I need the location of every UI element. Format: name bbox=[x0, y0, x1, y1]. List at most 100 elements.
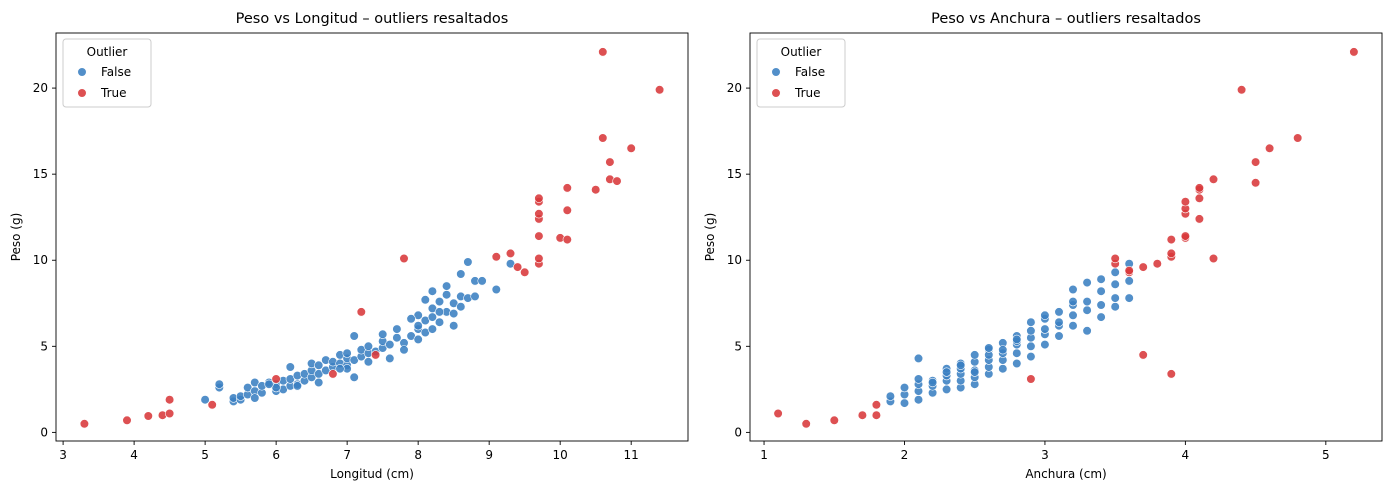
scatter-point bbox=[363, 341, 374, 351]
x-tick-label: 10 bbox=[553, 448, 568, 462]
x-tick-label: 7 bbox=[343, 448, 351, 462]
scatter-point bbox=[1110, 279, 1120, 289]
scatter-point bbox=[399, 253, 409, 264]
scatter-point bbox=[342, 348, 352, 358]
scatter-points bbox=[79, 47, 665, 429]
axes-frame bbox=[55, 32, 689, 442]
scatter-point bbox=[591, 185, 601, 195]
scatter-point bbox=[1012, 348, 1022, 358]
scatter-point bbox=[200, 395, 210, 405]
scatter-point bbox=[491, 284, 501, 295]
scatter-point bbox=[1026, 374, 1036, 384]
scatter-point bbox=[1264, 143, 1275, 153]
scatter-point bbox=[285, 362, 295, 372]
scatter-point bbox=[1124, 293, 1134, 303]
legend: Outlier False True bbox=[756, 38, 846, 108]
scatter-point bbox=[913, 353, 924, 364]
scatter-point bbox=[1040, 324, 1050, 334]
legend-label-true: True bbox=[794, 86, 821, 100]
scatter-point bbox=[264, 379, 274, 389]
scatter-point bbox=[356, 307, 366, 317]
scatter-point bbox=[1096, 300, 1106, 310]
scatter-point bbox=[927, 377, 938, 388]
scatter-point bbox=[413, 321, 423, 331]
scatter-point bbox=[520, 267, 530, 277]
scatter-point bbox=[165, 395, 175, 405]
scatter-point bbox=[1166, 369, 1176, 379]
y-axis-label: Peso (g) bbox=[9, 213, 23, 262]
scatter-point bbox=[1026, 317, 1036, 327]
scatter-point bbox=[1180, 231, 1190, 241]
scatter-point bbox=[1054, 317, 1064, 327]
scatter-point bbox=[1068, 297, 1078, 307]
legend-title: Outlier bbox=[87, 45, 128, 59]
scatter-point bbox=[1082, 297, 1092, 307]
chart-title: Peso vs Anchura – outliers resaltados bbox=[931, 11, 1201, 27]
scatter-point bbox=[654, 85, 665, 95]
scatter-point bbox=[970, 350, 980, 360]
scatter-point bbox=[399, 345, 409, 355]
scatter-point bbox=[1026, 341, 1036, 351]
scatter-point bbox=[413, 334, 423, 345]
legend-label-false: False bbox=[795, 65, 825, 79]
scatter-point bbox=[427, 286, 438, 296]
scatter-point bbox=[456, 302, 466, 312]
scatter-point bbox=[442, 290, 452, 300]
y-tick-label: 0 bbox=[734, 425, 742, 439]
scatter-point bbox=[534, 193, 544, 203]
scatter-point bbox=[534, 231, 544, 241]
scatter-point bbox=[477, 276, 487, 286]
scatter-point bbox=[1026, 326, 1036, 336]
scatter-point bbox=[1012, 334, 1022, 345]
x-tick-label: 9 bbox=[485, 448, 493, 462]
scatter-point bbox=[1194, 193, 1204, 203]
scatter-point bbox=[562, 183, 572, 193]
y-tick-label: 15 bbox=[33, 167, 48, 181]
scatter-point bbox=[1082, 326, 1092, 336]
scatter-point bbox=[956, 360, 966, 370]
scatter-point bbox=[314, 377, 324, 388]
scatter-point bbox=[998, 345, 1008, 355]
scatter-point bbox=[434, 297, 445, 307]
scatter-point bbox=[1110, 302, 1120, 312]
x-tick-label: 5 bbox=[201, 448, 209, 462]
scatter-point bbox=[1082, 278, 1092, 288]
scatter-point bbox=[984, 343, 994, 353]
scatter-point bbox=[456, 269, 466, 279]
scatter-point bbox=[427, 324, 438, 334]
scatter-point bbox=[420, 295, 430, 305]
x-tick-label: 6 bbox=[272, 448, 280, 462]
scatter-point bbox=[899, 398, 910, 408]
scatter-point bbox=[612, 176, 622, 186]
scatter-point bbox=[122, 415, 132, 425]
series-true bbox=[773, 47, 1359, 429]
scatter-point bbox=[562, 205, 572, 215]
scatter-point bbox=[1166, 248, 1176, 258]
scatter-point bbox=[250, 393, 260, 403]
scatter-point bbox=[1040, 310, 1050, 320]
x-tick-label: 4 bbox=[1182, 448, 1190, 462]
scatter-point bbox=[598, 47, 608, 57]
x-axis-label: Longitud (cm) bbox=[330, 467, 414, 481]
x-tick-label: 4 bbox=[130, 448, 138, 462]
scatter-point bbox=[899, 383, 910, 393]
scatter-point bbox=[442, 281, 452, 291]
scatter-point bbox=[328, 369, 338, 379]
series-true bbox=[79, 47, 665, 429]
scatter-point bbox=[773, 408, 783, 419]
x-tick-label: 2 bbox=[901, 448, 909, 462]
scatter-point bbox=[1138, 350, 1148, 360]
scatter-point bbox=[534, 209, 544, 219]
scatter-point bbox=[1040, 340, 1050, 350]
scatter-point bbox=[1068, 321, 1078, 331]
x-axis-label: Anchura (cm) bbox=[1025, 467, 1106, 481]
scatter-point bbox=[534, 253, 544, 264]
chart-panel-2: 1 2 3 4 5 0 5 10 15 20 Peso vs Anchura – outliers … bbox=[703, 11, 1383, 481]
scatter-point bbox=[371, 350, 381, 360]
x-tick-label: 8 bbox=[414, 448, 422, 462]
chart-panel-1: 3 4 5 6 7 8 9 10 11 0 5 10 15 20 Peso vs Longitud – ou… bbox=[9, 11, 689, 481]
legend-label-false: False bbox=[101, 65, 131, 79]
scatter-point bbox=[970, 367, 980, 377]
scatter-point bbox=[1068, 284, 1078, 295]
